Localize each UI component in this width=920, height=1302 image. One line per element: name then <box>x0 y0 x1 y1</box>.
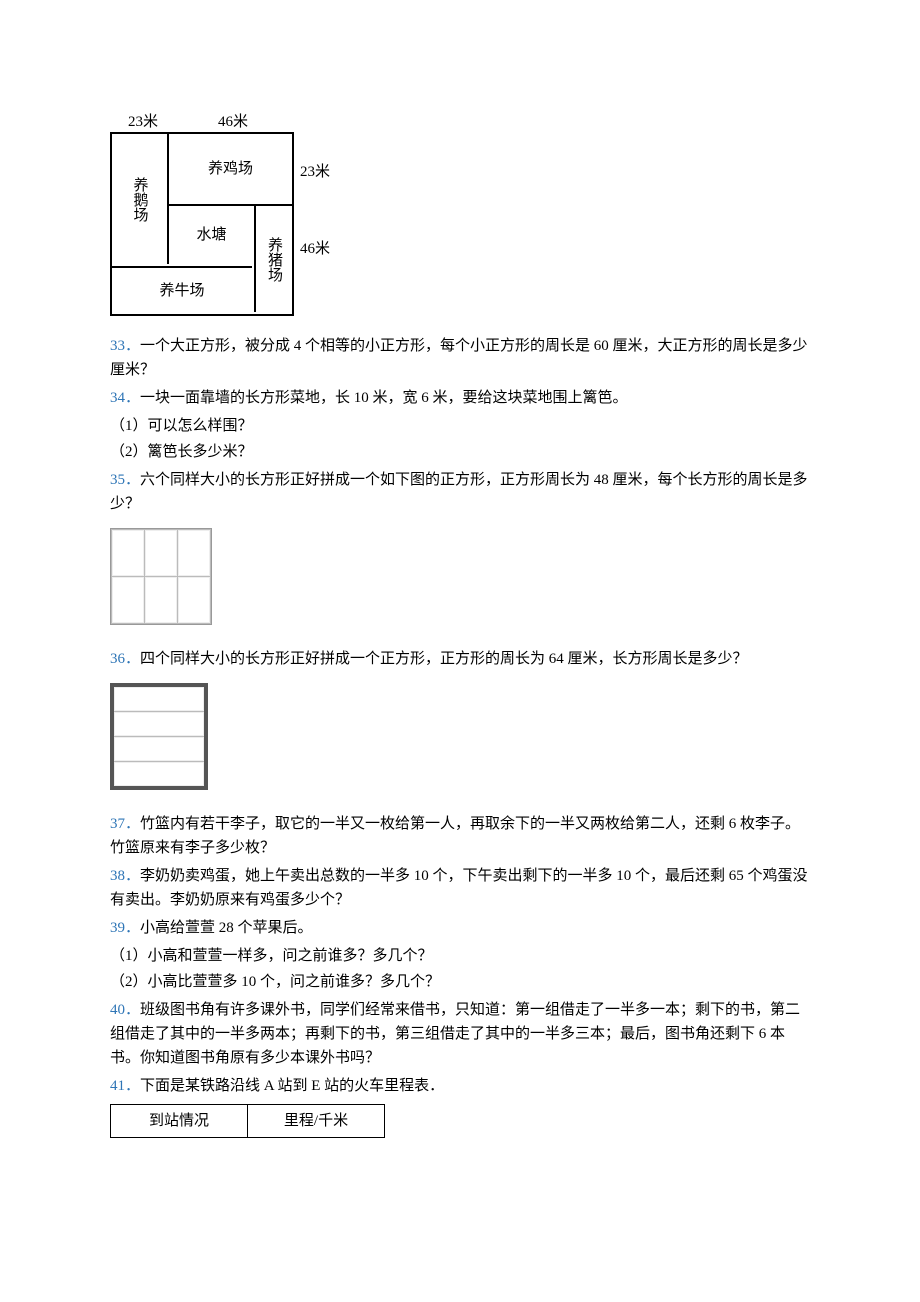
farm-layout-diagram: 23米 46米 养鸡场 养鹅场 水塘 养猪场 养牛场 23米 46米 <box>110 110 310 316</box>
question-number: 33． <box>110 338 140 354</box>
question-37: 37．竹篮内有若干李子，取它的一半又一枚给第一人，再取余下的一半又两枚给第二人，… <box>110 812 810 860</box>
question-number: 37． <box>110 816 140 832</box>
table-row: 到站情况 里程/千米 <box>111 1105 385 1138</box>
question-number: 34． <box>110 390 140 406</box>
question-text: 下面是某铁路沿线 A 站到 E 站的火车里程表． <box>140 1078 444 1094</box>
question-number: 38． <box>110 868 140 884</box>
farm-goose-label: 养鹅场 <box>128 177 152 222</box>
question-34-sub2: （2）篱笆长多少米？ <box>110 440 810 464</box>
question-35: 35．六个同样大小的长方形正好拼成一个如下图的正方形，正方形周长为 48 厘米，… <box>110 468 810 516</box>
question-38: 38．李奶奶卖鸡蛋，她上午卖出总数的一半多 10 个，下午卖出剩下的一半多 10… <box>110 864 810 912</box>
farm-cell-cow: 养牛场 <box>112 266 252 314</box>
question-39-sub1: （1）小高和萱萱一样多，问之前谁多？多几个？ <box>110 944 810 968</box>
farm-cell-goose: 养鹅场 <box>112 134 167 264</box>
question-39: 39．小高给萱萱 28 个苹果后。 <box>110 916 810 940</box>
question-number: 36． <box>110 651 140 667</box>
question-36: 36．四个同样大小的长方形正好拼成一个正方形，正方形的周长为 64 厘米，长方形… <box>110 647 810 671</box>
question-number: 40． <box>110 1002 140 1018</box>
question-text: 竹篮内有若干李子，取它的一半又一枚给第一人，再取余下的一半又两枚给第二人，还剩 … <box>110 816 800 856</box>
mileage-col1-header: 到站情况 <box>111 1105 248 1138</box>
question-text: 小高给萱萱 28 个苹果后。 <box>140 920 313 936</box>
question-41: 41．下面是某铁路沿线 A 站到 E 站的火车里程表． <box>110 1074 810 1098</box>
farm-cell-chicken: 养鸡场 <box>167 134 292 206</box>
farm-label-right-bottom: 46米 <box>300 237 330 261</box>
question-text: 一个大正方形，被分成 4 个相等的小正方形，每个小正方形的周长是 60 厘米，大… <box>110 338 808 378</box>
question-text: 六个同样大小的长方形正好拼成一个如下图的正方形，正方形周长为 48 厘米，每个长… <box>110 472 808 512</box>
six-rectangle-square-diagram <box>110 528 212 625</box>
farm-label-top-left: 23米 <box>128 110 158 134</box>
question-39-sub2: （2）小高比萱萱多 10 个，问之前谁多？多几个？ <box>110 970 810 994</box>
farm-cell-pond: 水塘 <box>167 206 254 264</box>
question-number: 41． <box>110 1078 140 1094</box>
question-number: 39． <box>110 920 140 936</box>
farm-pig-label: 养猪场 <box>262 237 286 282</box>
question-text: 一块一面靠墙的长方形菜地，长 10 米，宽 6 米，要给这块菜地围上篱笆。 <box>140 390 628 406</box>
farm-cell-pig: 养猪场 <box>254 206 292 312</box>
mileage-col2-header: 里程/千米 <box>248 1105 385 1138</box>
question-34-sub1: （1）可以怎么样围？ <box>110 414 810 438</box>
question-33: 33．一个大正方形，被分成 4 个相等的小正方形，每个小正方形的周长是 60 厘… <box>110 334 810 382</box>
question-text: 四个同样大小的长方形正好拼成一个正方形，正方形的周长为 64 厘米，长方形周长是… <box>140 651 748 667</box>
farm-label-right-top: 23米 <box>300 160 330 184</box>
mileage-table: 到站情况 里程/千米 <box>110 1104 385 1138</box>
four-rectangle-square-diagram <box>110 683 208 790</box>
question-text: 班级图书角有许多课外书，同学们经常来借书，只知道：第一组借走了一半多一本；剩下的… <box>110 1002 800 1066</box>
question-40: 40．班级图书角有许多课外书，同学们经常来借书，只知道：第一组借走了一半多一本；… <box>110 998 810 1070</box>
question-text: 李奶奶卖鸡蛋，她上午卖出总数的一半多 10 个，下午卖出剩下的一半多 10 个，… <box>110 868 808 908</box>
question-34: 34．一块一面靠墙的长方形菜地，长 10 米，宽 6 米，要给这块菜地围上篱笆。 <box>110 386 810 410</box>
question-number: 35． <box>110 472 140 488</box>
farm-label-top-right: 46米 <box>218 110 248 134</box>
